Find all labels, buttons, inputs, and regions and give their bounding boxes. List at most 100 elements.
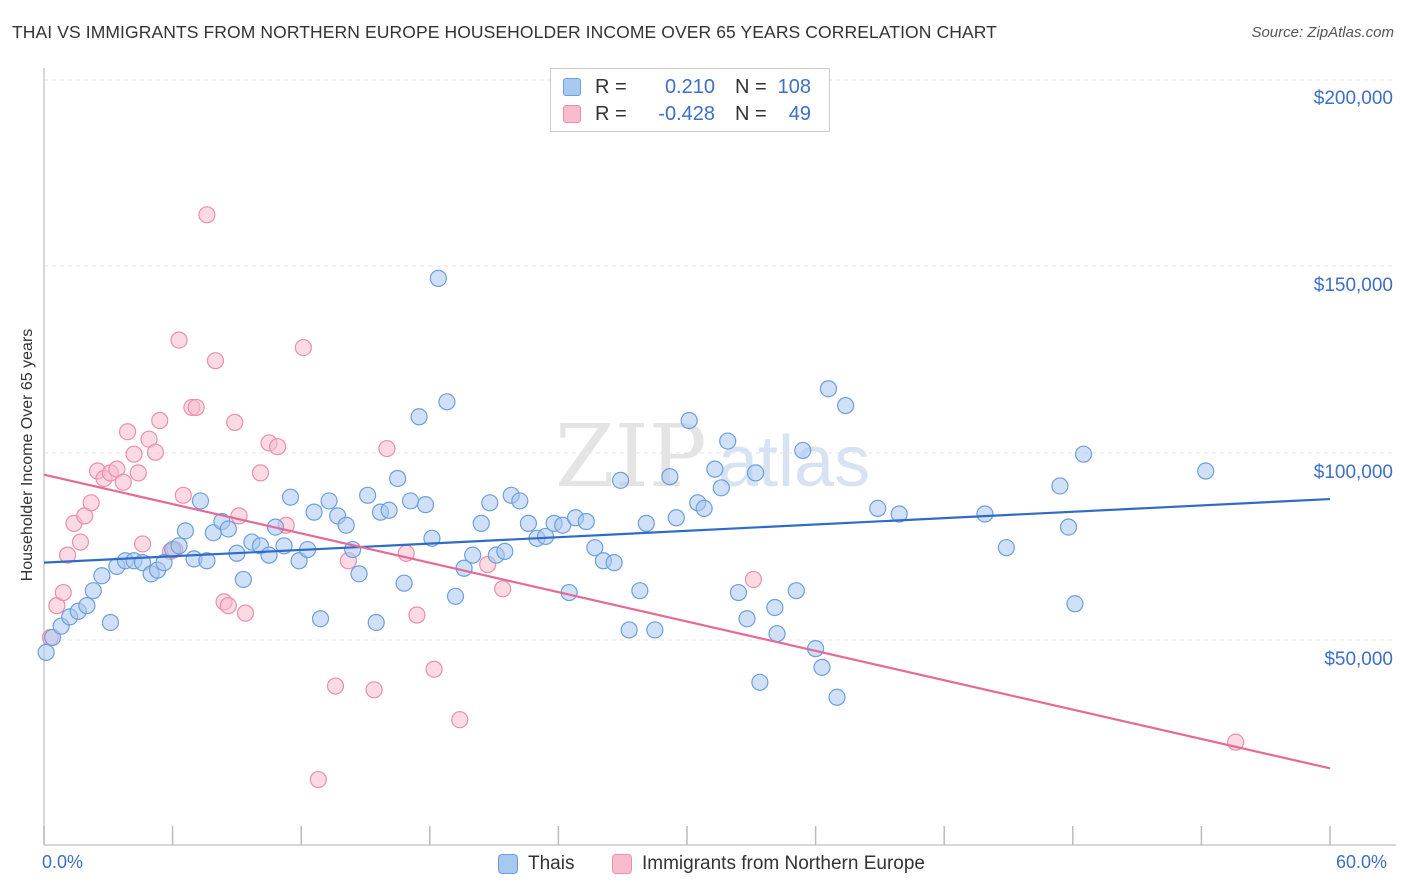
thais-point xyxy=(519,514,537,532)
immigrants-point xyxy=(408,606,426,624)
thais-point xyxy=(997,539,1015,557)
thais-point xyxy=(813,658,831,676)
thais-point xyxy=(170,537,188,555)
thais-point xyxy=(198,552,216,570)
immigrants-point xyxy=(187,398,205,417)
bottom-legend-thais: Thais xyxy=(498,852,574,876)
thais-point xyxy=(416,496,435,514)
source-credit: Source: ZipAtlas.com xyxy=(1251,24,1394,41)
thais-point xyxy=(577,512,595,531)
thais-point xyxy=(191,492,210,510)
legend-r-label: R = xyxy=(595,102,627,125)
thais-point xyxy=(380,501,398,519)
immigrants-point xyxy=(251,464,270,482)
thais-point xyxy=(631,582,649,600)
thais-point xyxy=(438,393,456,411)
thais-point xyxy=(464,546,482,564)
immigrants-point xyxy=(54,583,72,602)
immigrants-point xyxy=(58,546,77,564)
y-tick-label: $50,000 xyxy=(1324,649,1393,670)
immigrants-point xyxy=(71,533,90,551)
thais-point xyxy=(389,469,407,488)
thais-point xyxy=(1059,518,1078,536)
immigrants-point xyxy=(129,464,147,482)
thais-point xyxy=(320,492,338,510)
thais-swatch xyxy=(563,78,581,96)
immigrants-legend-swatch xyxy=(612,854,632,874)
thais-point xyxy=(661,468,679,486)
thais-point xyxy=(37,643,55,661)
thais-point xyxy=(611,471,630,489)
immigrants-point xyxy=(125,445,143,463)
thais-point xyxy=(746,464,765,482)
grid-lines xyxy=(44,79,1396,641)
thais-point xyxy=(176,522,195,540)
thais-point xyxy=(712,479,730,497)
immigrants-point xyxy=(198,206,216,224)
immigrants-point xyxy=(226,413,244,431)
thais-point xyxy=(219,520,237,538)
legend-n-label: N = xyxy=(735,75,767,98)
thais-point xyxy=(472,514,490,532)
thais-point xyxy=(869,499,887,517)
thais-point xyxy=(554,516,572,534)
immigrants-point xyxy=(451,711,469,729)
correlation-legend: R = 0.210 N = 108 R = -0.428 N = 49 xyxy=(550,68,830,132)
thais-point xyxy=(768,625,786,643)
immigrants-point xyxy=(294,338,312,357)
immigrants-point xyxy=(236,604,255,622)
thais-point xyxy=(1074,445,1093,463)
immigrants-point xyxy=(378,439,396,458)
thais-point xyxy=(155,554,173,572)
immigrants-point xyxy=(744,570,763,589)
thais-point xyxy=(637,514,655,532)
thais-point xyxy=(751,673,769,691)
immigrants-point xyxy=(425,660,443,678)
thais-point xyxy=(93,567,111,585)
thais-point xyxy=(766,598,784,617)
y-tick-label: $100,000 xyxy=(1314,462,1393,483)
thais-point xyxy=(828,688,846,706)
immigrants-point xyxy=(219,597,237,615)
legend-r-label: R = xyxy=(595,75,627,98)
legend-row-thais: R = 0.210 N = 108 xyxy=(563,75,811,99)
thais-point xyxy=(695,499,713,517)
thais-trend-line xyxy=(43,497,1331,564)
immigrants-point xyxy=(133,535,152,553)
thais-point xyxy=(446,587,465,605)
thais-point xyxy=(1066,595,1084,613)
legend-r-value: -0.428 xyxy=(658,102,715,125)
immigrants-point xyxy=(326,677,345,695)
thais-point xyxy=(311,610,330,628)
legend-n-value: 49 xyxy=(788,102,811,125)
thais-point xyxy=(1197,462,1215,480)
legend-n-label: N = xyxy=(735,102,767,125)
thais-point xyxy=(395,574,413,592)
chart-title: THAI VS IMMIGRANTS FROM NORTHERN EUROPE … xyxy=(12,22,997,42)
watermark-atlas: atlas xyxy=(718,422,870,502)
immigrants-point xyxy=(309,770,327,789)
thais-point xyxy=(496,542,514,561)
thais-legend-label: Thais xyxy=(528,853,575,874)
thais-point xyxy=(401,492,420,510)
thais-point xyxy=(646,621,664,639)
thais-point xyxy=(359,486,377,504)
thais-point xyxy=(667,509,685,527)
legend-n-value: 108 xyxy=(777,75,811,98)
thais-point xyxy=(890,505,908,523)
thais-legend-swatch xyxy=(498,854,518,874)
thais-point xyxy=(481,494,499,512)
immigrants-trend-line xyxy=(43,473,1331,770)
y-tick-labels: $50,000 $100,000 $150,000 $200,000 xyxy=(1314,88,1393,670)
thais-point xyxy=(586,539,604,557)
thais-point xyxy=(367,613,385,632)
thais-point xyxy=(605,554,623,572)
immigrants-point xyxy=(206,352,225,370)
thais-point xyxy=(738,610,756,628)
thais-point xyxy=(410,408,428,426)
x-min-label: 0.0% xyxy=(42,852,84,872)
thais-point xyxy=(794,441,812,460)
immigrants-point xyxy=(365,681,383,699)
thais-point xyxy=(429,269,447,287)
